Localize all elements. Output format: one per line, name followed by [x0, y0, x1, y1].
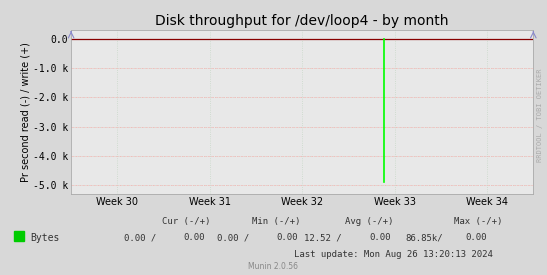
Text: Munin 2.0.56: Munin 2.0.56 [248, 262, 299, 271]
Title: Disk throughput for /dev/loop4 - by month: Disk throughput for /dev/loop4 - by mont… [155, 14, 449, 28]
Text: RRDTOOL / TOBI OETIKER: RRDTOOL / TOBI OETIKER [537, 69, 543, 162]
Text: 0.00: 0.00 [277, 233, 298, 242]
Text: Bytes: Bytes [30, 233, 60, 243]
Text: 86.85k/: 86.85k/ [405, 233, 443, 242]
Text: Avg (-/+): Avg (-/+) [345, 217, 393, 226]
Text: Last update: Mon Aug 26 13:20:13 2024: Last update: Mon Aug 26 13:20:13 2024 [294, 250, 493, 259]
Text: 0.00: 0.00 [370, 233, 391, 242]
Y-axis label: Pr second read (-) / write (+): Pr second read (-) / write (+) [20, 42, 30, 182]
Text: Cur (-/+): Cur (-/+) [162, 217, 210, 226]
Text: 0.00 /: 0.00 / [124, 233, 156, 242]
Text: Max (-/+): Max (-/+) [455, 217, 503, 226]
Text: 0.00 /: 0.00 / [217, 233, 249, 242]
Text: 0.00: 0.00 [184, 233, 205, 242]
Text: 0.00: 0.00 [465, 233, 487, 242]
Text: Min (-/+): Min (-/+) [252, 217, 300, 226]
Text: 12.52 /: 12.52 / [304, 233, 342, 242]
